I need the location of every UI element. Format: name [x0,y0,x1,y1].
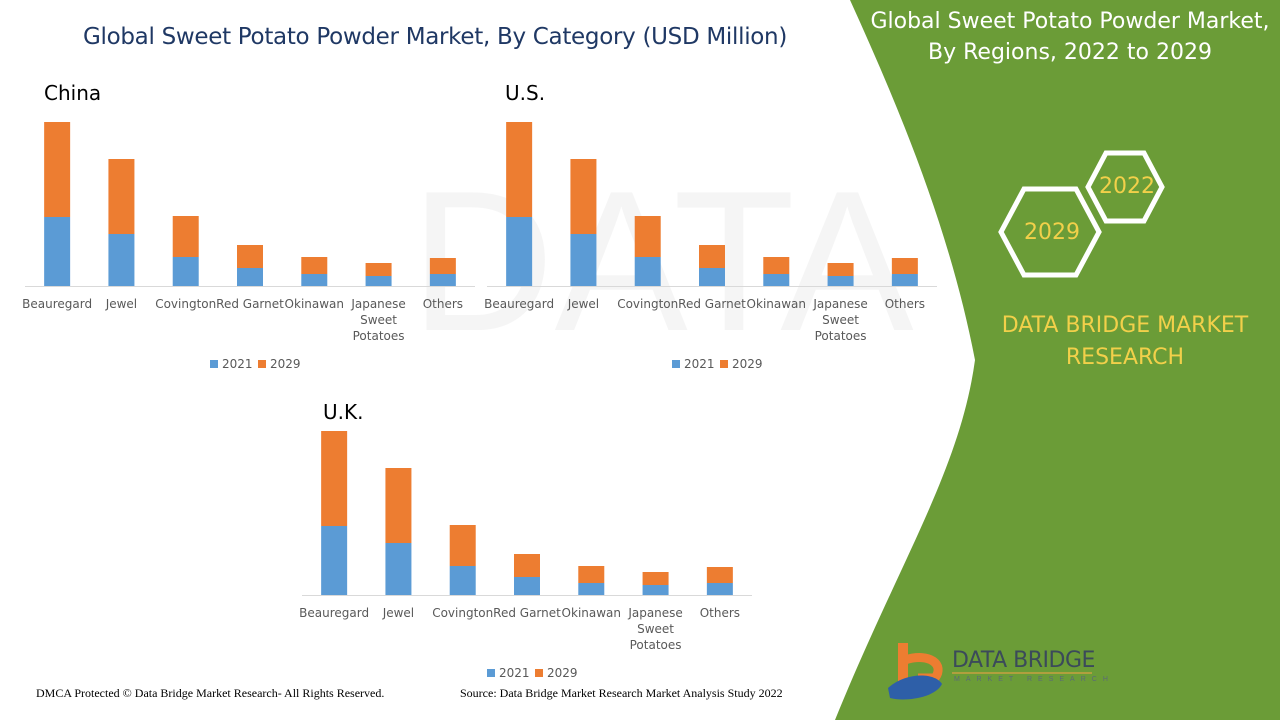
hex-label-2022: 2022 [1099,174,1155,199]
bar-2021-okinawan [763,274,790,286]
bar-2021-beauregard [506,217,533,286]
category-label: Beauregard [484,297,554,311]
legend-swatch-2021 [672,360,680,368]
bar-2029-okinawan [578,566,605,583]
logo-text: DATA BRIDGE [952,648,1095,673]
bar-2029-beauregard [44,122,71,217]
side-panel-background [835,0,1280,720]
bar-2021-beauregard [321,526,348,595]
bar-2029-okinawan [301,257,328,274]
category-label: Red Garnet [216,297,284,311]
category-label: Jewel [567,297,599,311]
bar-2029-covington [172,216,199,257]
bar-2029-jewel [570,159,597,234]
bar-2021-japanese-sweet-potatoes [827,276,854,286]
legend-swatch-2029 [720,360,728,368]
category-label: Beauregard [299,606,369,620]
chart-title-uk: U.K. [323,400,364,424]
category-label: Japanese Sweet Potatoes [812,297,868,343]
bar-2021-covington [172,257,199,286]
legend-swatch-2029 [258,360,266,368]
logo-subtext: MARKET RESEARCH [954,676,1114,683]
category-label: Okinawan [285,297,344,311]
legend-label-2029: 2029 [547,666,578,680]
legend-swatch-2021 [487,669,495,677]
hexagon-2022 [1085,150,1165,224]
category-label: Jewel [382,606,414,620]
chart-us: Beauregard Jewel Covington Red Garnet Okinaw… [484,122,937,371]
bar-2021-jewel [108,234,135,286]
bar-2029-red-garnet [237,245,263,268]
category-label: Others [885,297,925,311]
hex-label-2029: 2029 [1024,220,1080,245]
copyright-text: DMCA Protected © Data Bridge Market Rese… [36,686,385,700]
bar-2029-jewel [385,468,412,543]
logo-icon [888,643,1092,700]
category-label: Covington [432,606,493,620]
legend-label-2021: 2021 [222,357,253,371]
legend-label-2021: 2021 [499,666,530,680]
hexagon-2029 [998,186,1102,278]
source-text: Source: Data Bridge Market Research Mark… [460,686,783,700]
bar-2029-covington [634,216,661,257]
category-label: Others [423,297,463,311]
legend-label-2029: 2029 [732,357,763,371]
legend-swatch-2029 [535,669,543,677]
bar-2021-beauregard [44,217,71,286]
bar-2021-covington [634,257,661,286]
bar-2029-others [891,258,918,274]
bar-2021-others [706,583,733,595]
category-label: Beauregard [22,297,92,311]
bar-2021-japanese-sweet-potatoes [365,276,392,286]
category-label: Covington [155,297,216,311]
legend-swatch-2021 [210,360,218,368]
category-label: Japanese Sweet Potatoes [350,297,406,343]
bar-2029-okinawan [763,257,790,274]
brand-line2: RESEARCH [1065,345,1185,370]
page-title: Global Sweet Potato Powder Market, By Ca… [82,24,788,50]
chart-title-china: China [44,81,102,105]
category-label: Red Garnet [678,297,746,311]
bar-2029-red-garnet [514,554,540,577]
side-panel-title-line1: Global Sweet Potato Powder Market, [870,9,1270,34]
category-label: Japanese Sweet Potatoes [627,606,683,652]
chart-title-us: U.S. [505,81,546,105]
bar-2029-others [429,258,456,274]
bar-2029-japanese-sweet-potatoes [827,263,854,276]
bar-2029-red-garnet [699,245,725,268]
bar-2021-jewel [385,543,412,595]
bar-2021-jewel [570,234,597,286]
brand-line1: DATA BRIDGE MARKET [1001,313,1249,338]
bar-2021-others [891,274,918,286]
bar-2021-red-garnet [514,577,540,595]
legend-label-2021: 2021 [684,357,715,371]
bar-2029-beauregard [506,122,533,217]
chart-china: Beauregard Jewel Covington Red Garnet Okinaw… [22,122,475,371]
category-label: Others [700,606,740,620]
bar-2021-red-garnet [699,268,725,286]
brand-name: DATA BRIDGE MARKET RESEARCH [980,310,1270,374]
chart-uk: Beauregard Jewel Covington Red Garnet Okinaw… [299,431,752,680]
bar-2021-japanese-sweet-potatoes [642,585,669,595]
category-label: Red Garnet [493,606,561,620]
bar-2029-covington [449,525,476,566]
bar-2021-okinawan [301,274,328,286]
category-label: Jewel [105,297,137,311]
category-label: Okinawan [747,297,806,311]
bar-2021-okinawan [578,583,605,595]
bar-2021-others [429,274,456,286]
bar-2029-beauregard [321,431,348,526]
category-label: Covington [617,297,678,311]
bar-2021-covington [449,566,476,595]
category-label: Okinawan [562,606,621,620]
side-panel-title: Global Sweet Potato Powder Market, By Re… [860,6,1280,68]
bar-2029-japanese-sweet-potatoes [365,263,392,276]
bar-2029-others [706,567,733,583]
legend-label-2029: 2029 [270,357,301,371]
bar-2021-red-garnet [237,268,263,286]
side-panel-title-line2: By Regions, 2022 to 2029 [928,40,1212,65]
bar-2029-japanese-sweet-potatoes [642,572,669,585]
bar-2029-jewel [108,159,135,234]
